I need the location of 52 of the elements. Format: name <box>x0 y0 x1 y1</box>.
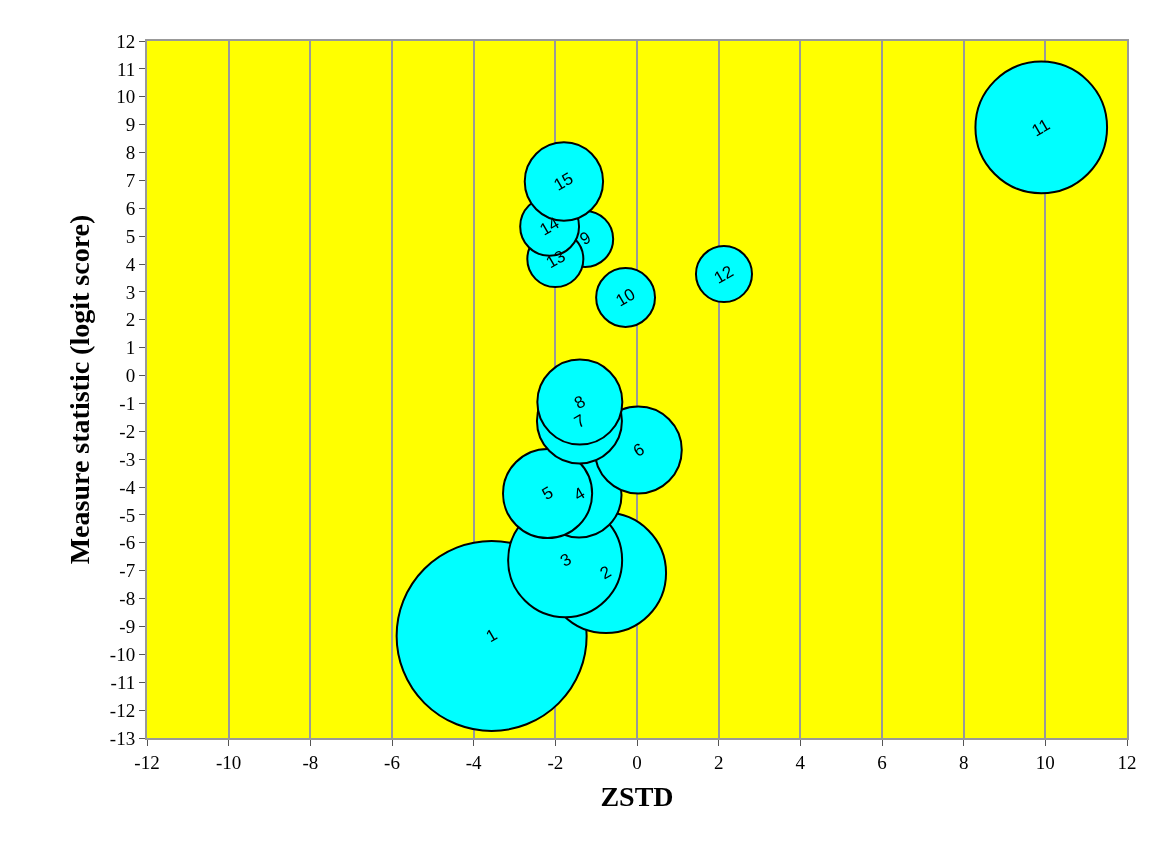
y-tick-label: 12 <box>116 30 136 52</box>
y-tick-label: 9 <box>125 114 136 136</box>
x-tick-label: 10 <box>1035 751 1055 773</box>
x-tick-label: -6 <box>384 751 400 773</box>
x-tick-label: 4 <box>795 751 806 773</box>
y-tick-label: -4 <box>119 476 136 498</box>
y-tick-label: -1 <box>119 393 136 415</box>
annotation: 5 <box>538 482 557 505</box>
y-tick-label: -5 <box>119 504 136 526</box>
x-tick-label: 2 <box>713 751 724 773</box>
annotation: 10 <box>612 284 639 311</box>
x-tick-label: -10 <box>216 751 242 773</box>
y-axis-title: Measure statistic (logit score) <box>64 214 96 565</box>
y-tick-label: -7 <box>119 560 136 582</box>
y-tick-label: -3 <box>119 448 136 470</box>
x-tick-label: -2 <box>547 751 564 773</box>
y-tick-label: 0 <box>125 365 136 387</box>
x-tick-label: -8 <box>302 751 319 773</box>
y-tick-label: 6 <box>125 197 136 219</box>
y-tick-label: -9 <box>119 616 136 638</box>
x-tick-label: -4 <box>465 751 483 773</box>
annotation: 4 <box>570 483 589 505</box>
annotation: 12 <box>710 261 737 288</box>
y-tick-label: -11 <box>110 671 136 693</box>
y-tick-label: 5 <box>125 225 136 247</box>
annotation: 11 <box>1028 115 1054 141</box>
annotation: 1 <box>482 624 501 647</box>
y-tick-label: 7 <box>125 170 136 192</box>
x-tick-label: 6 <box>877 751 887 773</box>
y-tick-label: -13 <box>109 727 136 749</box>
y-tick-label: -8 <box>119 588 136 610</box>
x-axis-title: ZSTD <box>600 781 674 813</box>
annotation: 9 <box>576 227 595 249</box>
x-tick-label: 12 <box>1117 751 1137 773</box>
y-tick-label: -6 <box>119 532 136 554</box>
annotation: 2 <box>596 562 615 584</box>
y-tick-label: 10 <box>116 86 136 108</box>
y-tick-label: -10 <box>109 644 136 666</box>
y-tick-label: -12 <box>109 699 136 721</box>
y-tick-label: 4 <box>125 253 136 275</box>
x-tick-label: 0 <box>632 751 642 773</box>
y-tick-label: 2 <box>125 309 136 331</box>
annotation: 6 <box>630 439 648 461</box>
y-tick-label: 3 <box>125 281 136 303</box>
y-tick-label: -2 <box>119 420 136 442</box>
annotation: 15 <box>550 168 577 195</box>
annotation: 13 <box>542 246 569 273</box>
annotation: 3 <box>556 549 575 571</box>
y-tick-label: 1 <box>125 337 136 359</box>
y-tick-label: 11 <box>116 58 136 80</box>
x-tick-label: 8 <box>958 751 969 773</box>
y-tick-label: 8 <box>125 142 136 164</box>
